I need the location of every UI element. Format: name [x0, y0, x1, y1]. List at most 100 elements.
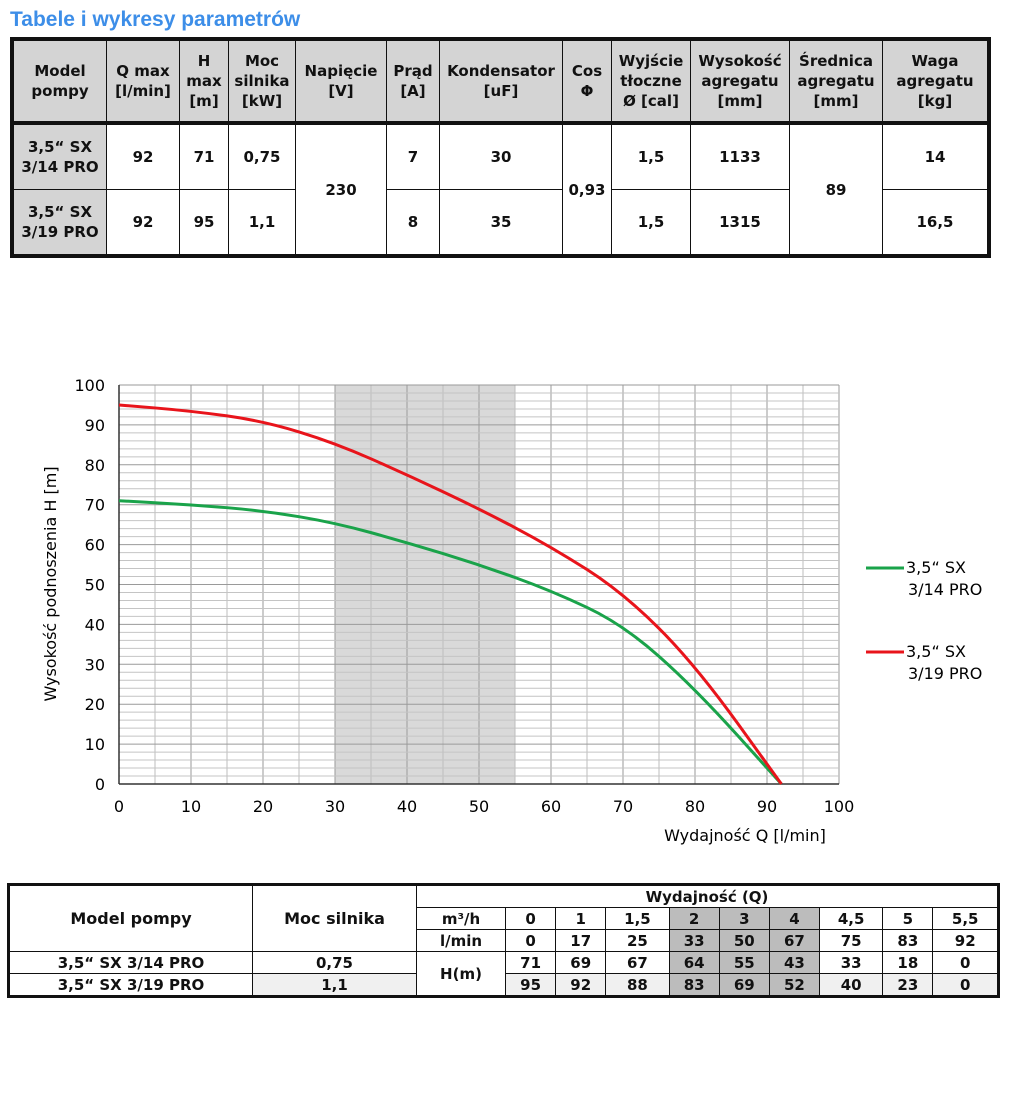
- moc-cell: 1,1: [228, 189, 296, 257]
- y-tick-label: 10: [85, 735, 105, 754]
- value-cell: 17: [555, 929, 607, 952]
- header-row: Model pompy Moc silnika Wydajność (Q): [8, 884, 999, 952]
- wydajnosc-header: Wydajność (Q): [416, 884, 999, 908]
- moc-cell: 0,75: [252, 951, 417, 974]
- value-cell: 95: [504, 973, 557, 997]
- header-cell: Napięcie [V]: [295, 38, 387, 125]
- value-cell: 33: [668, 929, 720, 952]
- legend-label: 3,5“ SX: [906, 642, 966, 661]
- value-cell: 88: [605, 973, 670, 997]
- y-tick-label: 20: [85, 695, 105, 714]
- m3h-label: m³/h: [416, 907, 506, 930]
- wyjscie-cell: 1,5: [611, 122, 691, 190]
- y-tick-label: 80: [85, 456, 105, 475]
- value-cell: 69: [718, 973, 770, 997]
- kondensator-cell: 30: [439, 122, 563, 190]
- value-cell: 4,5: [819, 907, 884, 930]
- prad-cell: 8: [386, 189, 440, 257]
- header-cell: Kondensator [uF]: [439, 38, 563, 125]
- y-tick-label: 100: [74, 376, 105, 395]
- header-cell: Waga agregatu [kg]: [882, 38, 990, 125]
- x-tick-label: 50: [469, 797, 489, 816]
- series-line-1: [118, 499, 783, 786]
- value-cell: 50: [718, 929, 770, 952]
- series-lines: [118, 403, 783, 786]
- value-cell: 3: [718, 907, 770, 930]
- moc-cell: 1,1: [252, 973, 417, 997]
- cos-cell: 0,93: [562, 122, 612, 257]
- value-cell: 69: [555, 951, 607, 974]
- x-tick-label: 90: [757, 797, 777, 816]
- model-header: Model pompy: [8, 884, 253, 952]
- value-cell: 67: [605, 951, 670, 974]
- value-cell: 0: [932, 973, 999, 997]
- y-tick-label: 40: [85, 615, 105, 634]
- model-cell: 3,5“ SX 3/19 PRO: [11, 189, 107, 257]
- value-cell: 75: [819, 929, 884, 952]
- header-cell: H max [m]: [179, 38, 229, 125]
- value-cell: 52: [768, 973, 821, 997]
- value-cell: 2: [668, 907, 720, 930]
- legend-label: 3,5“ SX: [906, 558, 966, 577]
- header-row: Model pompy Q max [l/min] H max [m] Moc …: [11, 38, 990, 125]
- x-tick-label: 40: [397, 797, 417, 816]
- x-tick-label: 60: [541, 797, 561, 816]
- value-cell: 5: [882, 907, 934, 930]
- model-cell: 3,5“ SX 3/19 PRO: [8, 973, 253, 997]
- value-cell: 83: [882, 929, 934, 952]
- model-cell: 3,5“ SX 3/14 PRO: [8, 951, 253, 974]
- hmax-cell: 95: [179, 189, 229, 257]
- parameters-table: Model pompy Q max [l/min] H max [m] Moc …: [10, 37, 991, 258]
- moc-header: Moc silnika: [252, 884, 417, 952]
- lmin-label: l/min: [416, 929, 506, 952]
- value-cell: 18: [882, 951, 934, 974]
- grid: [118, 384, 840, 785]
- value-cell: 40: [819, 973, 884, 997]
- y-tick-label: 90: [85, 416, 105, 435]
- legend-label: 3/19 PRO: [908, 664, 982, 683]
- value-cell: 1,5: [605, 907, 670, 930]
- x-tick-label: 70: [613, 797, 633, 816]
- x-tick-label: 0: [114, 797, 124, 816]
- ticks: 0 10 20 30 40 50 60 70 80 90 100 0 10 20 30 40 50 60 70 80 9…: [74, 376, 854, 816]
- value-cell: 4: [768, 907, 821, 930]
- value-cell: 55: [718, 951, 770, 974]
- legend: 3,5“ SX 3/14 PRO 3,5“ SX 3/19 PRO: [866, 558, 982, 683]
- y-tick-label: 70: [85, 496, 105, 515]
- x-tick-label: 100: [824, 797, 855, 816]
- waga-cell: 16,5: [882, 189, 990, 257]
- hmax-cell: 71: [179, 122, 229, 190]
- header-cell: Średnica agregatu [mm]: [789, 38, 883, 125]
- y-tick-label: 50: [85, 576, 105, 595]
- value-cell: 71: [504, 951, 557, 974]
- moc-cell: 0,75: [228, 122, 296, 190]
- wyjscie-cell: 1,5: [611, 189, 691, 257]
- value-cell: 1: [555, 907, 607, 930]
- x-tick-label: 20: [253, 797, 273, 816]
- pump-curve-chart: 0 10 20 30 40 50 60 70 80 90 100 0 10 20 30 40 50 60 70 80 9…: [41, 376, 982, 845]
- value-cell: 83: [668, 973, 720, 997]
- y-tick-label: 60: [85, 536, 105, 555]
- value-cell: 23: [882, 973, 934, 997]
- wysokosc-cell: 1133: [690, 122, 790, 190]
- legend-label: 3/14 PRO: [908, 580, 982, 599]
- table-row: 3,5“ SX 3/19 PRO 92 95 1,1 8 35 1,5 1315…: [11, 189, 990, 257]
- y-tick-label: 30: [85, 655, 105, 674]
- table-row: 3,5“ SX 3/14 PRO 0,75 H(m) 71 69 67 64 55 43 3…: [8, 951, 999, 997]
- napiecie-cell: 230: [295, 122, 387, 257]
- value-cell: 0: [504, 929, 557, 952]
- value-cell: 33: [819, 951, 884, 974]
- kondensator-cell: 35: [439, 189, 563, 257]
- performance-table: Model pompy Moc silnika Wydajność (Q) m³…: [7, 883, 1000, 998]
- value-cell: 25: [605, 929, 670, 952]
- x-axis-label: Wydajność Q [l/min]: [664, 826, 826, 845]
- page-title: Tabele i wykresy parametrów: [10, 8, 301, 31]
- header-cell: Cos Φ: [562, 38, 612, 125]
- prad-cell: 7: [386, 122, 440, 190]
- qmax-cell: 92: [106, 189, 180, 257]
- y-axis-label: Wysokość podnoszenia H [m]: [41, 466, 60, 701]
- value-cell: 92: [932, 929, 999, 952]
- table-row: 3,5“ SX 3/14 PRO 92 71 0,75 230 7 30 0,9…: [11, 122, 990, 257]
- wysokosc-cell: 1315: [690, 189, 790, 257]
